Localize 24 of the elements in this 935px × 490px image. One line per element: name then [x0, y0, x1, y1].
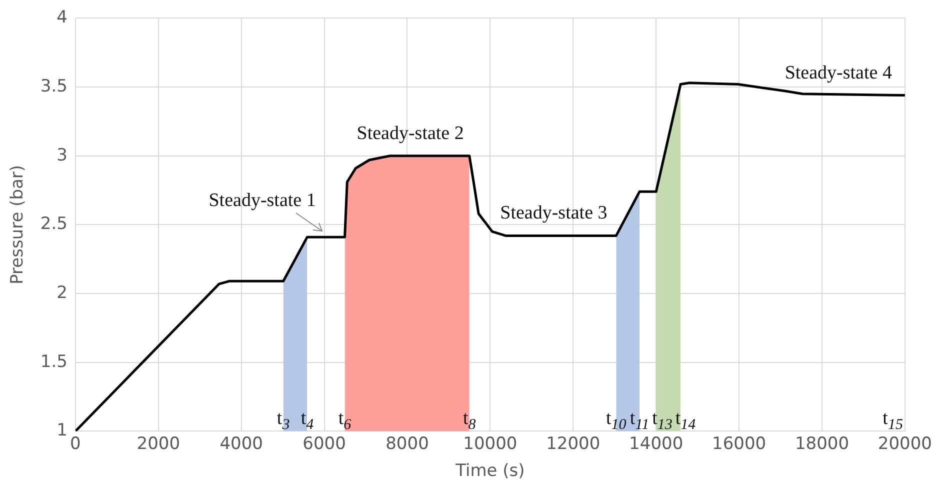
x-tick-label: 12000 — [546, 434, 600, 454]
y-tick-label: 3 — [56, 145, 68, 166]
y-tick-label: 1.5 — [40, 352, 68, 372]
y-axis-title: Pressure (bar) — [8, 164, 28, 284]
annotation: Steady-state 2 — [356, 122, 464, 144]
y-tick-label: 2.5 — [40, 214, 68, 234]
annotation: Steady-state 3 — [500, 202, 608, 224]
x-tick-label: 18000 — [794, 434, 850, 454]
x-tick-label: 0 — [70, 434, 81, 454]
annotation: Steady-state 1 — [208, 190, 316, 212]
x-tick-label: 4000 — [220, 434, 263, 454]
x-axis-title: Time (s) — [454, 461, 525, 482]
y-tick-label: 1 — [56, 420, 68, 441]
x-tick-label: 8000 — [386, 434, 429, 454]
x-tick-label: 16000 — [712, 434, 766, 454]
x-tick-label: 20000 — [878, 434, 932, 454]
y-tick-label: 2 — [56, 282, 68, 303]
y-tick-label: 3.5 — [40, 76, 68, 96]
x-tick-label: 6000 — [302, 434, 346, 454]
annotation: Steady-state 4 — [784, 62, 892, 84]
y-tick-label: 4 — [56, 8, 68, 28]
x-tick-label: 2000 — [136, 434, 180, 454]
x-tick-label: 10000 — [463, 434, 518, 454]
x-tick-label: 14000 — [629, 434, 684, 454]
